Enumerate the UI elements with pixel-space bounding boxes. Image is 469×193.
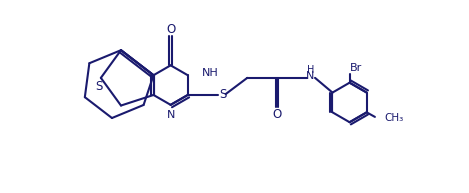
Text: S: S: [220, 88, 227, 101]
Text: Br: Br: [349, 63, 362, 73]
Text: H: H: [307, 65, 314, 75]
Text: O: O: [272, 108, 282, 121]
Text: CH₃: CH₃: [384, 113, 403, 123]
Text: N: N: [166, 110, 175, 120]
Text: O: O: [166, 23, 175, 36]
Text: NH: NH: [202, 68, 219, 78]
Text: N: N: [306, 71, 315, 81]
Text: S: S: [95, 80, 102, 93]
